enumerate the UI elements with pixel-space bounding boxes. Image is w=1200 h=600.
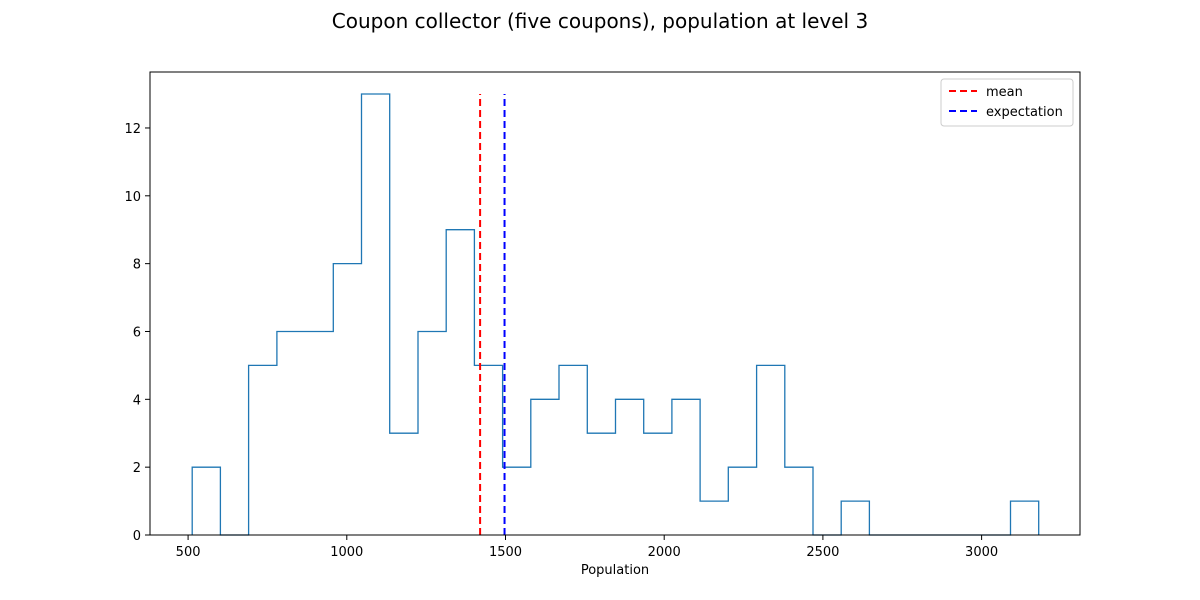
y-tick-label: 4 [133, 393, 141, 408]
y-tick-label: 8 [133, 258, 141, 273]
x-axis: 500 1000 1500 2000 2500 3000 [176, 535, 998, 560]
x-tick-label: 3000 [965, 545, 998, 560]
chart-title: Coupon collector (five coupons), populat… [332, 9, 868, 33]
histogram [191, 93, 1040, 536]
x-axis-label: Population [581, 563, 649, 578]
legend-entries: mean expectation [949, 85, 1063, 120]
y-tick-label: 6 [133, 325, 141, 340]
histogram-step-outline [191, 93, 1040, 536]
plot-frame [149, 71, 1081, 536]
y-axis: 0 2 4 6 8 10 12 [124, 122, 150, 544]
x-tick-label: 500 [176, 545, 201, 560]
x-tick-label: 2000 [648, 545, 681, 560]
x-tick-label: 2500 [806, 545, 839, 560]
y-tick-label: 10 [124, 190, 141, 205]
legend-label-expectation: expectation [986, 105, 1063, 120]
reference-lines [479, 94, 506, 535]
y-tick-label: 2 [133, 461, 141, 476]
x-tick-label: 1500 [489, 545, 522, 560]
x-tick-label: 1000 [330, 545, 363, 560]
legend-label-mean: mean [986, 85, 1023, 100]
y-tick-label: 0 [133, 529, 141, 544]
legend: mean expectation [940, 78, 1074, 127]
y-tick-label: 12 [124, 122, 141, 137]
